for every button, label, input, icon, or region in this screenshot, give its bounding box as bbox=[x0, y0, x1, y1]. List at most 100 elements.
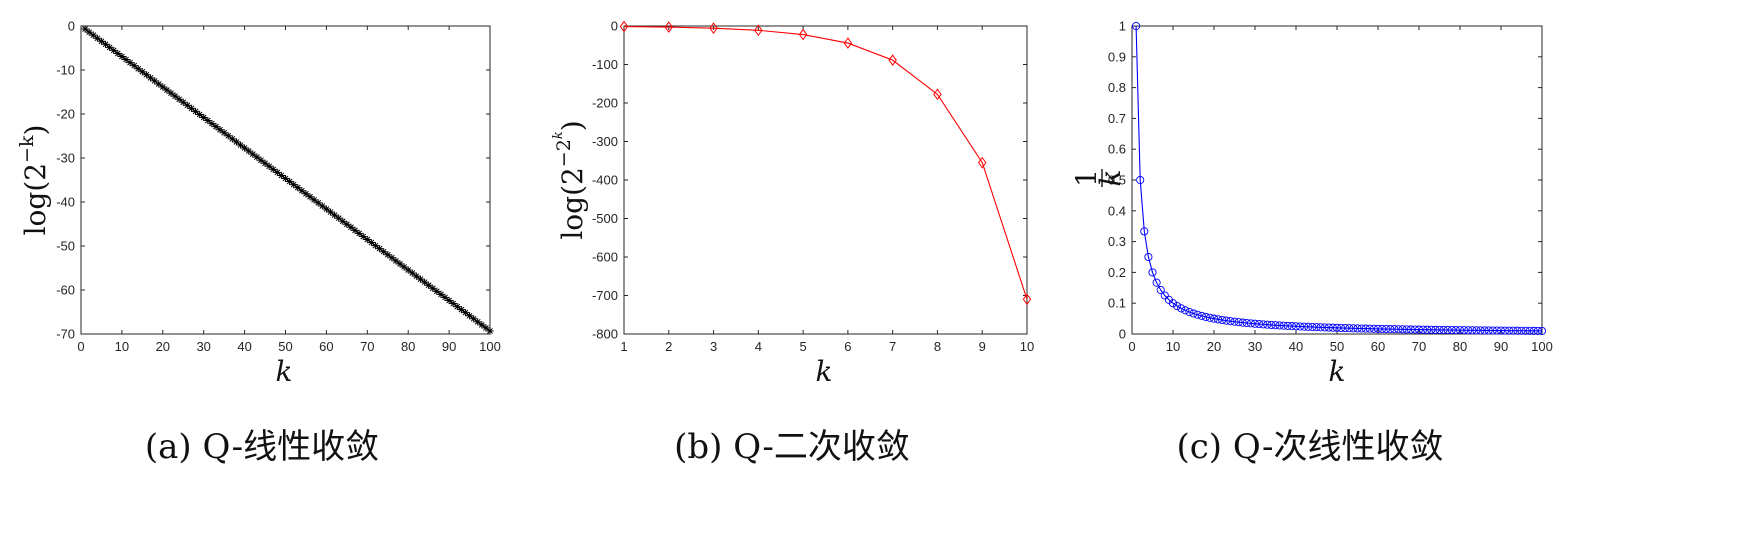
panel-c-point bbox=[1394, 325, 1403, 334]
panel-b-xtick-label: 9 bbox=[979, 339, 986, 354]
panel-a-point bbox=[228, 135, 236, 143]
panel-c-point bbox=[1193, 310, 1202, 319]
panel-a-point bbox=[371, 241, 380, 250]
panel-a-ytick-label: -30 bbox=[56, 151, 75, 166]
panel-a-xtick-label: 20 bbox=[156, 339, 170, 354]
panel-c-point bbox=[1460, 326, 1469, 335]
panel-a-point bbox=[142, 71, 151, 79]
panel-c-point bbox=[1140, 227, 1149, 236]
panel-a-xtick-label: 0 bbox=[77, 339, 84, 354]
panel-c-point bbox=[1308, 322, 1317, 332]
panel-c-point bbox=[1218, 315, 1227, 325]
panel-c-xtick-label: 100 bbox=[1531, 339, 1553, 354]
panel-a-point bbox=[285, 177, 294, 186]
panel-c-point bbox=[1279, 321, 1288, 330]
panel-c-ylabel-numerator: 1 bbox=[1070, 169, 1103, 187]
panel-c-point bbox=[1525, 326, 1534, 335]
panel-a-point bbox=[249, 150, 257, 158]
panel-a-point bbox=[465, 312, 474, 320]
panel-c-xtick-label: 50 bbox=[1330, 339, 1344, 354]
panel-a-point bbox=[101, 40, 110, 48]
panel-a-point bbox=[114, 49, 122, 58]
panel-b-xtick-label: 7 bbox=[889, 339, 896, 354]
panel-c-xtick-label: 80 bbox=[1453, 339, 1467, 354]
panel-c-point bbox=[1521, 326, 1530, 335]
panel-c-point bbox=[1378, 324, 1387, 334]
panel-c-xtick-label: 10 bbox=[1166, 339, 1180, 354]
panel-c-xtick-label: 60 bbox=[1371, 339, 1385, 354]
panel-a-xtick-label: 90 bbox=[442, 339, 456, 354]
panel-a-point bbox=[367, 238, 375, 247]
panel-a-point bbox=[191, 107, 200, 115]
panel-b-xtick-label: 10 bbox=[1020, 339, 1034, 354]
panel-c-xtick-label: 20 bbox=[1207, 339, 1221, 354]
panel-c-point bbox=[1214, 315, 1223, 324]
panel-a-point bbox=[216, 126, 224, 134]
panel-c-point bbox=[1517, 326, 1526, 335]
panel-c-point bbox=[1533, 326, 1542, 335]
panel-a-point bbox=[322, 205, 330, 213]
panel-a-point bbox=[81, 25, 89, 33]
panel-c-axes-box bbox=[1131, 25, 1543, 335]
panel-a-point bbox=[449, 299, 457, 308]
panel-c-point bbox=[1406, 325, 1415, 334]
panel-c-point bbox=[1156, 285, 1165, 295]
panel-a-point bbox=[93, 34, 101, 42]
panel-c-point bbox=[1369, 324, 1378, 333]
panel-c-point bbox=[1476, 326, 1485, 335]
panel-a-point bbox=[212, 123, 220, 131]
panel-a-point bbox=[416, 275, 425, 283]
panel-b-point bbox=[709, 22, 718, 34]
panel-b-point bbox=[754, 24, 763, 37]
panel-a-point bbox=[482, 324, 490, 332]
panel-a-point bbox=[85, 28, 93, 36]
panel-a-point bbox=[236, 141, 245, 149]
panel-a-point bbox=[343, 220, 351, 228]
panel-c-point bbox=[1160, 291, 1169, 300]
panel-b-caption: (b) Q-二次收敛 bbox=[674, 427, 910, 467]
panel-c-point bbox=[1496, 326, 1506, 335]
panel-a-ytick-label: -50 bbox=[56, 239, 75, 254]
panel-c-point bbox=[1492, 326, 1501, 335]
panel-a-xtick-label: 60 bbox=[319, 339, 333, 354]
panel-b-xtick-label: 6 bbox=[844, 339, 851, 354]
panel-a-point bbox=[335, 214, 343, 222]
panel-c-ytick-label: 0.7 bbox=[1108, 111, 1126, 126]
panel-a-point bbox=[175, 95, 183, 103]
panel-a-point bbox=[310, 196, 318, 204]
panel-c-point bbox=[1365, 324, 1374, 333]
panel-a-point bbox=[241, 144, 249, 152]
panel-a-point bbox=[457, 306, 465, 314]
panel-c-ytick-label: 0 bbox=[1119, 327, 1126, 342]
panel-c-point bbox=[1259, 320, 1268, 329]
panel-b-xtick-label: 5 bbox=[799, 339, 806, 354]
panel-a-point bbox=[134, 65, 142, 73]
panel-b-ytick-label: -200 bbox=[592, 96, 618, 111]
panel-c-point bbox=[1398, 325, 1407, 334]
panel-a-point bbox=[183, 101, 191, 109]
panel-a-point bbox=[474, 318, 482, 326]
panel-a-xtick-label: 40 bbox=[237, 339, 251, 354]
panel-c-ytick-label: 0.5 bbox=[1108, 173, 1126, 188]
panel-c-ytick-label: 0.8 bbox=[1108, 80, 1126, 95]
panel-b-ytick-label: 0 bbox=[611, 19, 618, 34]
panel-a-xtick-label: 70 bbox=[360, 339, 374, 354]
panel-b-ytick-label: -400 bbox=[592, 173, 618, 188]
panel-a-point bbox=[294, 184, 302, 192]
panel-a-caption: (a) Q-线性收敛 bbox=[145, 427, 379, 467]
panel-c-point bbox=[1287, 322, 1296, 331]
panel-c-point bbox=[1226, 317, 1235, 326]
panel-c-ytick-label: 0.4 bbox=[1108, 203, 1126, 218]
panel-b-ytick-label: -800 bbox=[592, 327, 618, 342]
panel-c-point bbox=[1271, 321, 1280, 330]
panel-c-point bbox=[1201, 312, 1210, 321]
panel-a-point bbox=[151, 77, 159, 85]
panel-c-point bbox=[1263, 320, 1272, 329]
panel-a-ytick-label: -40 bbox=[56, 195, 75, 210]
panel-b-ylabel-exp: −2 bbox=[553, 139, 575, 167]
panel-c-point bbox=[1205, 313, 1214, 322]
panel-a-point bbox=[298, 187, 306, 195]
panel-c-point bbox=[1472, 326, 1481, 335]
panel-a-point bbox=[146, 74, 155, 82]
